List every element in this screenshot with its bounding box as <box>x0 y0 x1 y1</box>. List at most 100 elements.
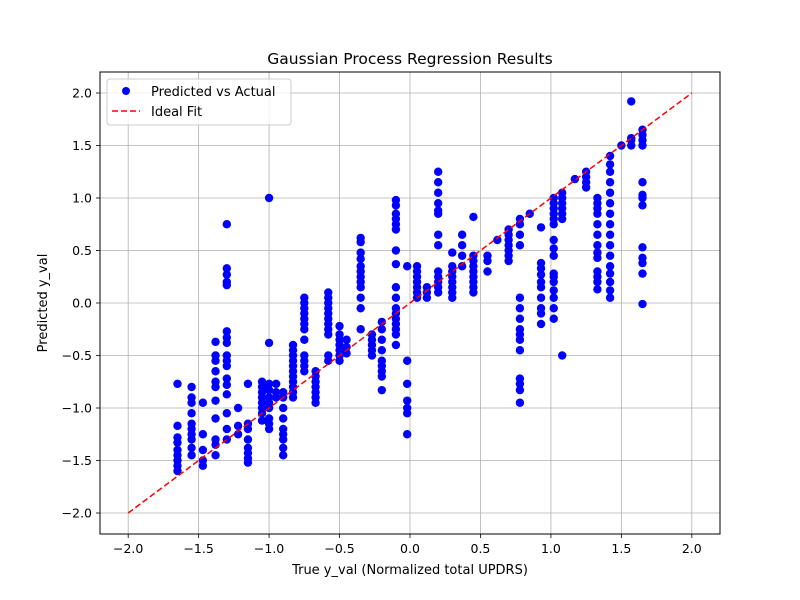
scatter-point <box>271 393 281 402</box>
scatter-point <box>243 435 253 444</box>
scatter-point <box>605 286 615 295</box>
scatter-point <box>536 309 546 318</box>
scatter-point <box>557 351 567 360</box>
scatter-point <box>483 267 492 276</box>
scatter-point <box>402 430 412 439</box>
y-tick-label: 1.0 <box>72 191 92 206</box>
scatter-point <box>173 466 182 476</box>
scatter-point <box>211 414 220 423</box>
scatter-point <box>324 356 333 365</box>
scatter-point <box>222 264 232 273</box>
scatter-point <box>605 293 615 302</box>
y-tick-label: 0.5 <box>72 243 92 258</box>
scatter-point <box>278 435 288 444</box>
y-tick-label: 2.0 <box>72 86 92 101</box>
scatter-point <box>222 374 232 383</box>
scatter-point <box>605 262 615 271</box>
scatter-point <box>391 259 401 269</box>
scatter-point <box>605 178 615 187</box>
scatter-point <box>173 379 182 389</box>
scatter-point <box>187 398 196 407</box>
scatter-point <box>422 293 432 302</box>
scatter-point <box>377 325 387 334</box>
scatter-point <box>233 421 243 431</box>
scatter-point <box>187 409 196 418</box>
x-tick-label: 2.0 <box>682 541 702 556</box>
scatter-point <box>593 241 602 250</box>
chart-title: Gaussian Process Regression Results <box>267 50 552 68</box>
scatter-point <box>233 430 243 439</box>
scatter-point <box>311 398 320 407</box>
x-tick-label: 1.5 <box>611 541 631 556</box>
scatter-point <box>222 361 232 371</box>
scatter-point <box>391 283 401 292</box>
y-axis-title: Predicted y_val <box>36 254 51 353</box>
scatter-point <box>433 199 443 208</box>
scatter-point <box>211 367 220 376</box>
scatter-point <box>264 424 274 434</box>
y-tick-label: 1.5 <box>72 138 92 153</box>
scatter-point <box>469 288 478 297</box>
scatter-point <box>638 201 647 210</box>
scatter-point <box>638 243 647 252</box>
scatter-point <box>605 269 615 278</box>
legend: Predicted vs Actual Ideal Fit <box>106 78 292 126</box>
scatter-point <box>278 451 288 460</box>
scatter-point <box>222 380 232 390</box>
scatter-point <box>278 443 288 453</box>
scatter-point <box>593 220 602 229</box>
scatter-point <box>300 335 309 344</box>
scatter-point <box>288 393 298 402</box>
x-tick-label: 0.0 <box>400 541 420 556</box>
scatter-point <box>515 379 525 389</box>
scatter-point <box>222 390 232 399</box>
scatter-point <box>402 262 412 271</box>
scatter-point <box>605 277 615 287</box>
scatter-point <box>187 443 196 453</box>
scatter-point <box>222 409 232 418</box>
scatter-point <box>536 293 546 302</box>
scatter-point <box>549 314 558 323</box>
x-tick-label: −2.0 <box>113 541 143 556</box>
scatter-point <box>377 385 387 395</box>
scatter-point <box>504 256 513 266</box>
scatter-point <box>211 451 220 460</box>
scatter-point <box>335 321 344 331</box>
scatter-point <box>367 351 377 360</box>
scatter-point <box>173 438 182 447</box>
x-axis-title: True y_val (Normalized total UPDRS) <box>291 563 528 578</box>
ideal-fit-line <box>127 92 693 514</box>
scatter-point <box>391 293 401 302</box>
scatter-point <box>402 396 412 405</box>
y-tick-label: 0.0 <box>72 296 92 311</box>
scatter-point <box>448 248 457 257</box>
scatter-point <box>549 235 558 245</box>
plot-series <box>127 92 693 514</box>
scatter-point <box>515 230 525 239</box>
scatter-point <box>264 338 274 348</box>
y-tick-label: −2.0 <box>62 506 92 521</box>
scatter-point <box>300 325 309 334</box>
scatter-point <box>278 403 288 413</box>
scatter-point <box>515 398 525 407</box>
scatter-point <box>377 372 387 381</box>
legend-label-scatter: Predicted vs Actual <box>151 85 275 100</box>
scatter-point <box>605 167 615 176</box>
scatter-point <box>483 256 492 266</box>
scatter-point <box>536 264 546 273</box>
x-tick-label: −1.0 <box>254 541 284 556</box>
scatter-point <box>638 178 647 187</box>
scatter-point <box>536 319 546 329</box>
scatter-point <box>278 414 288 423</box>
x-tick-label: 0.5 <box>471 541 491 556</box>
scatter-point <box>457 230 467 239</box>
scatter-point <box>335 356 344 365</box>
scatter-point <box>402 356 412 365</box>
scatter-point <box>391 201 401 210</box>
scatter-point <box>356 283 365 292</box>
scatter-point <box>549 277 558 287</box>
scatter-point <box>222 220 232 229</box>
scatter-point <box>433 188 443 197</box>
scatter-point <box>198 461 208 470</box>
y-tick-label: −0.5 <box>62 348 92 363</box>
